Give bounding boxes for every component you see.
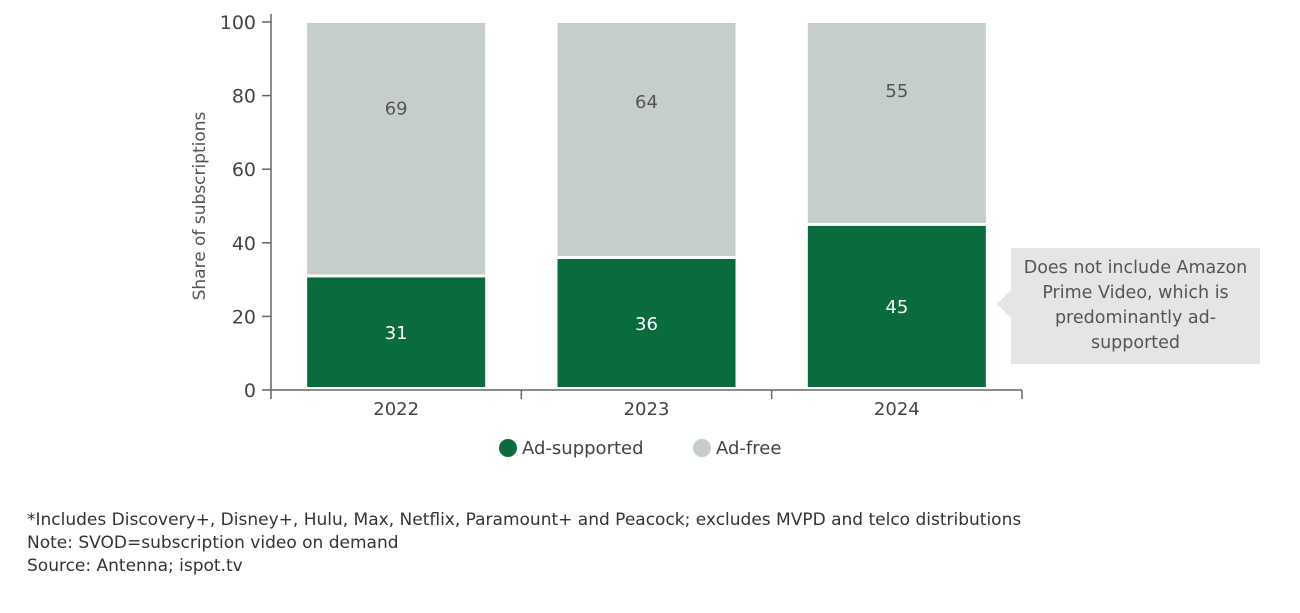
y-tick-label: 0: [244, 380, 256, 402]
bar-ad-free-2023: [557, 23, 736, 257]
footnote-note: Note: SVOD=subscription video on demand: [27, 533, 399, 553]
footnotes: *Includes Discovery+, Disney+, Hulu, Max…: [27, 509, 1021, 578]
y-axis-title: Share of subscriptions: [190, 111, 210, 300]
x-tick-label: 2024: [874, 399, 920, 420]
y-tick-label: 100: [220, 12, 256, 34]
legend-marker-1: [693, 439, 711, 457]
x-tick-label: 2023: [624, 399, 670, 420]
data-label: 45: [885, 297, 908, 318]
y-tick-label: 80: [232, 86, 256, 108]
data-label: 64: [635, 92, 658, 113]
data-label: 55: [885, 81, 908, 102]
y-tick-label: 20: [232, 306, 256, 328]
bar-ad-free-2024: [807, 23, 986, 223]
annotation-callout: Does not include Amazon Prime Video, whi…: [997, 248, 1260, 364]
x-tick-label: 2022: [373, 399, 419, 420]
legend-label: Ad-supported: [522, 438, 644, 459]
data-label: 36: [635, 314, 658, 335]
y-tick-label: 40: [232, 233, 256, 255]
footnote-source: Source: Antenna; ispot.tv: [27, 556, 243, 576]
bar-ad-supported-2022: [307, 277, 486, 387]
legend-marker-0: [499, 439, 517, 457]
footnote-includes: *Includes Discovery+, Disney+, Hulu, Max…: [27, 510, 1022, 530]
legend-label: Ad-free: [716, 438, 781, 459]
bar-ad-supported-2023: [557, 259, 736, 387]
annotation-text: Does not include Amazon Prime Video, whi…: [1023, 258, 1248, 353]
bar-ad-supported-2024: [807, 225, 986, 387]
y-tick-label: 60: [232, 159, 256, 181]
stacked-bar-chart: 0 20 40 60 80 100 Share of subscriptions 31 69 20…: [190, 12, 1023, 459]
data-label: 31: [385, 323, 408, 344]
bar-ad-free-2022: [307, 23, 486, 275]
data-label: 69: [385, 98, 408, 119]
